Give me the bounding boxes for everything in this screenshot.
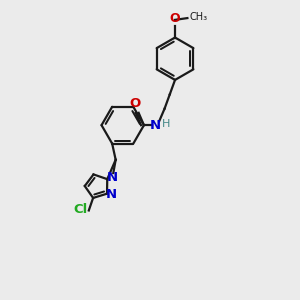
Text: N: N	[150, 119, 161, 132]
Text: O: O	[130, 97, 141, 110]
Text: Cl: Cl	[73, 203, 87, 216]
Text: N: N	[106, 172, 118, 184]
Text: H: H	[161, 119, 170, 129]
Text: O: O	[170, 12, 180, 25]
Text: CH₃: CH₃	[190, 12, 208, 22]
Text: N: N	[106, 188, 117, 201]
